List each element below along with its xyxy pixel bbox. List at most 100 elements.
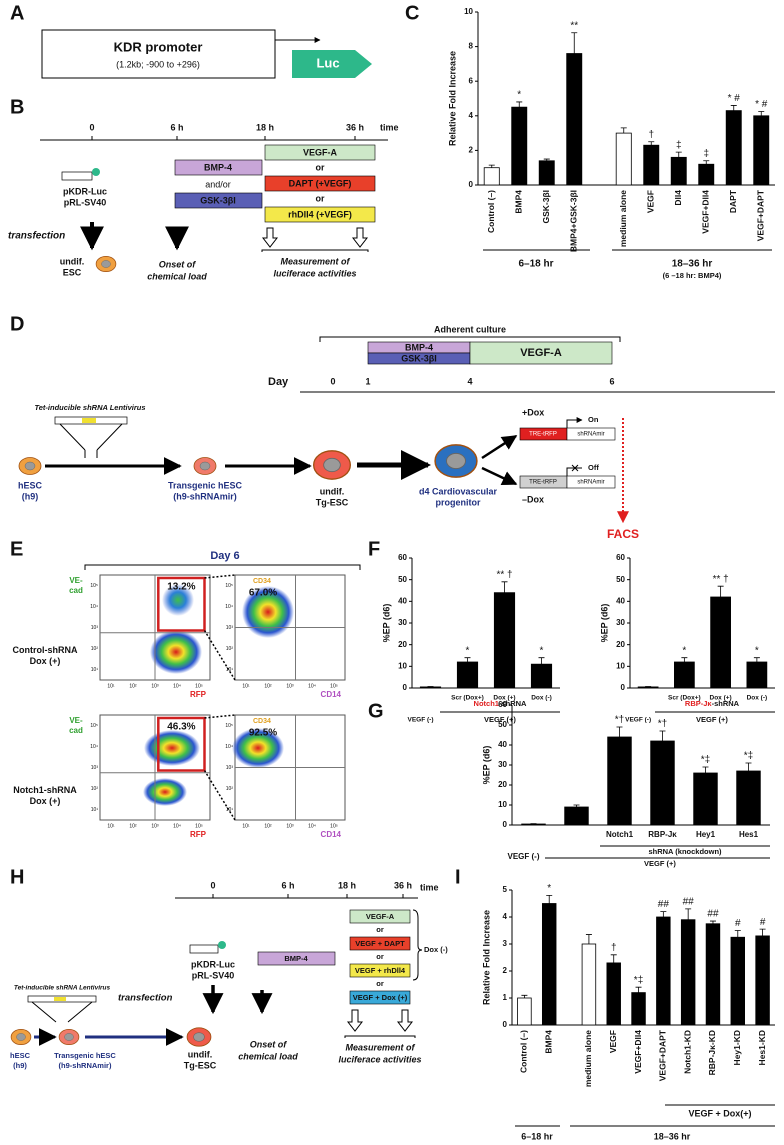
x-tick-label: VEGF (-): [625, 717, 651, 724]
bar: [517, 997, 532, 1026]
error-bar: [759, 928, 766, 936]
measure-label: Measurement of: [345, 1042, 415, 1052]
significance: *: [517, 90, 521, 101]
significance: *‡: [701, 755, 710, 766]
condition-label: –Dox: [522, 494, 544, 504]
axis-tick-label: 10³: [151, 683, 159, 689]
x-tick-label: Hes1: [739, 830, 759, 839]
bracket: [319, 336, 621, 342]
panel-label: E: [10, 538, 23, 560]
error-bar: [546, 895, 553, 904]
bracket: [344, 1035, 416, 1038]
bar: [631, 992, 646, 1026]
target-label: Notch1: [474, 699, 499, 708]
time-label: 6 h: [170, 122, 183, 132]
bmp4-box: [257, 951, 336, 966]
box-label: or: [316, 193, 325, 203]
shrna-box: [566, 427, 616, 441]
axis-label: CD14: [321, 690, 342, 699]
error-bar: [610, 954, 617, 963]
bar: [680, 919, 696, 1026]
cell-label: (h9-shRNAmir): [173, 491, 237, 501]
axis-tick-label: 10⁴: [225, 744, 233, 750]
bar: [564, 806, 589, 826]
error-bar: [703, 160, 710, 165]
box-label: and/or: [205, 179, 231, 189]
group-label: VEGF (+): [644, 859, 676, 868]
cell-label: ESC: [63, 267, 82, 277]
significance: ##: [707, 909, 719, 920]
y-tick-label: 30: [616, 618, 625, 627]
hollow-arrow: [261, 227, 279, 248]
y-tick-label: 60: [398, 553, 407, 562]
time-label: 6 h: [281, 880, 294, 890]
box-label: BMP-4: [204, 162, 232, 172]
bar: [538, 160, 555, 186]
cell-label: hESC: [18, 480, 43, 490]
plasmid-label: pKDR-Luc: [191, 959, 235, 969]
promoter-label: KDR promoter: [114, 39, 203, 54]
x-tick-label: DAPT: [728, 189, 738, 213]
error-bar: [501, 581, 508, 593]
day-tick-label: 0: [330, 376, 335, 386]
x-tick-label: BMP4: [514, 190, 524, 214]
bar: [615, 132, 632, 186]
y-axis-label: %EP (d6): [599, 604, 609, 643]
box-label: shRNAmir: [577, 480, 604, 486]
panel-label: F: [368, 538, 380, 560]
error-bar: [660, 911, 667, 917]
y-tick-label: 50: [616, 575, 625, 584]
axis-tick-label: 10²: [91, 646, 99, 652]
panel-label: A: [10, 2, 24, 24]
bar: [753, 115, 770, 186]
shrna-box: [566, 475, 616, 489]
density: [162, 584, 194, 616]
axis-tick-label: 10²: [226, 786, 234, 792]
vector-insert: [54, 997, 66, 1001]
state-label: On: [588, 415, 599, 424]
time-label: 0: [89, 122, 94, 132]
group-label: 6–18 hr: [518, 259, 553, 270]
quadrant-percent: 92.5%: [249, 728, 277, 739]
y-tick-label: 20: [616, 640, 625, 649]
row-label: Control-shRNA: [13, 645, 78, 655]
axis-tick-label: 10³: [286, 823, 294, 829]
bar: [581, 943, 597, 1026]
cell-icon: [186, 1027, 212, 1047]
y-tick-label: 50: [498, 720, 507, 729]
density: [143, 778, 187, 806]
bracket: [261, 249, 369, 252]
axis-tick-label: 10⁴: [90, 744, 98, 750]
time-unit: time: [380, 122, 399, 132]
y-tick-label: 8: [469, 42, 474, 51]
y-tick-label: 30: [498, 760, 507, 769]
vector-label: Tet-inducible shRNA Lentivirus: [14, 985, 111, 992]
box-label: TRE-tRFP: [529, 432, 557, 438]
transfection-label: transfection: [8, 231, 65, 242]
axis-tick-label: 10¹: [242, 683, 250, 689]
y-tick-label: 10: [464, 7, 473, 16]
group-label: (6 –18 hr: BMP4): [663, 271, 722, 280]
axis-tick-label: 10¹: [91, 667, 99, 673]
day-label: Day: [268, 376, 289, 388]
cell-label: (h9-shRNAmir): [59, 1061, 112, 1070]
group-label: VEGF + Dox(+): [688, 1108, 751, 1118]
significance: * #: [728, 93, 741, 104]
axis-tick-label: 10³: [286, 683, 294, 689]
error-bar: [730, 105, 737, 111]
axis-tick-label: 10⁵: [195, 823, 203, 829]
axis-tick-label: 10⁴: [308, 823, 316, 829]
gate-percent: 13.2%: [167, 582, 195, 593]
significance: ##: [658, 899, 670, 910]
y-tick-label: 60: [498, 700, 507, 709]
significance: *†: [615, 715, 624, 726]
x-tick-label: medium alone: [583, 1030, 593, 1087]
y-tick-label: 4: [503, 912, 508, 921]
y-tick-label: 10: [498, 800, 507, 809]
y-tick-label: 20: [498, 780, 507, 789]
bar: [566, 53, 583, 186]
arrow: [481, 466, 518, 486]
significance: *: [540, 645, 544, 656]
dapt-box: [264, 175, 376, 192]
